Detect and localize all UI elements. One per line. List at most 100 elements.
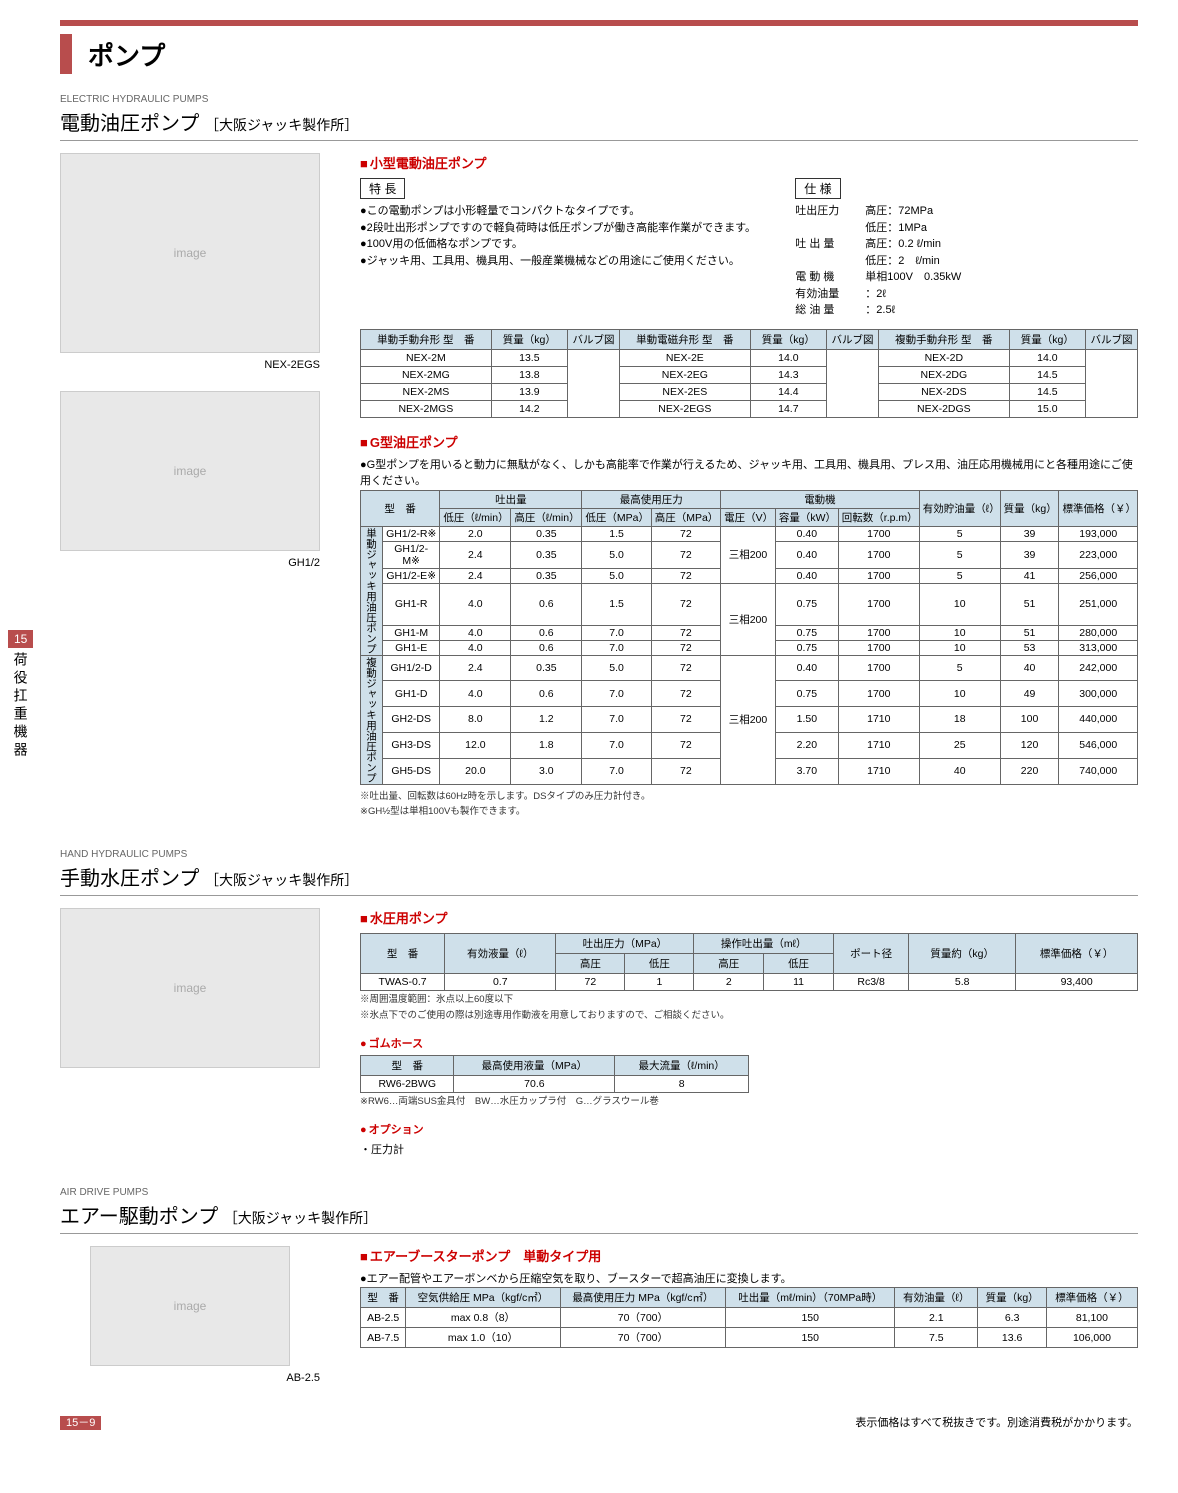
cell: 14.2: [491, 400, 567, 417]
cell: 300,000: [1059, 681, 1138, 707]
cell: 7.0: [582, 681, 651, 707]
cell: 5.0: [582, 568, 651, 583]
th: バルブ図: [567, 329, 619, 349]
cell: 13.5: [491, 349, 567, 366]
valve-diagram: [1086, 349, 1138, 417]
cell: GH1-E: [383, 640, 440, 655]
page-number: 15－9: [60, 1416, 101, 1430]
th: 標準価格（￥）: [1059, 490, 1138, 526]
product-image: image: [60, 908, 320, 1068]
cell: 1700: [838, 640, 919, 655]
cell: NEX-2ES: [619, 383, 750, 400]
cell: 1700: [838, 625, 919, 640]
feature-item: 100V用の低価格なポンプです。: [360, 236, 771, 253]
th: バルブ図: [826, 329, 878, 349]
note: ※吐出量、回転数は60Hz時を示します。DSタイプのみ圧力計付き。: [360, 791, 1138, 804]
cell: 70（700）: [560, 1328, 726, 1348]
cell: 13.6: [978, 1328, 1047, 1348]
g-table: 型 番 吐出量 最高使用圧力 電動機 有効貯油量（ℓ） 質量（kg） 標準価格（…: [360, 490, 1138, 785]
note: ※周囲温度範囲：氷点以上60度以下: [360, 994, 1138, 1007]
valve-diagram: [826, 349, 878, 417]
spec-value: 高圧：0.2 ℓ/min: [865, 236, 1138, 253]
th: 質量（kg）: [750, 329, 826, 349]
spec-grid: 吐出圧力高圧：72MPa低圧：1MPa吐 出 量高圧：0.2 ℓ/min低圧：2…: [795, 203, 1138, 319]
th: 質量（kg）: [1009, 329, 1085, 349]
spec-label: 仕 様: [795, 178, 840, 199]
section-label-en: ELECTRIC HYDRAULIC PUMPS: [60, 94, 1138, 105]
spec-label: 電 動 機: [795, 269, 865, 286]
th: 最大流量（ℓ/min）: [615, 1055, 749, 1075]
cell: AB-7.5: [361, 1328, 406, 1348]
th: ポート径: [833, 934, 908, 974]
cell: 5: [919, 655, 1000, 681]
feature-label: 特 長: [360, 178, 405, 199]
category-cell: 単動ジャッキ用油圧ポンプ: [361, 526, 383, 655]
cell: NEX-2E: [619, 349, 750, 366]
th: 有効油量（ℓ）: [895, 1288, 978, 1308]
section-air: AIR DRIVE PUMPS エアー駆動ポンプ ［大阪ジャッキ製作所］ ima…: [60, 1187, 1138, 1384]
th: 型 番: [361, 490, 440, 526]
cell: 0.6: [511, 625, 582, 640]
spec-value: 高圧：72MPa: [865, 203, 1138, 220]
sub-heading: オプション: [360, 1121, 1138, 1137]
image-caption: NEX-2EGS: [60, 359, 340, 371]
cell: 13.9: [491, 383, 567, 400]
cell: 72: [651, 526, 720, 541]
lead: G型ポンプを用いると動力に無駄がなく、しかも高能率で作業が行えるため、ジャッキ用…: [360, 457, 1138, 490]
cell: 40: [919, 758, 1000, 784]
th: 単動電磁弁形 型 番: [619, 329, 750, 349]
cell: 7.0: [582, 707, 651, 733]
cell: 1.5: [582, 583, 651, 625]
cell: 13.8: [491, 366, 567, 383]
th: 低圧（ℓ/min）: [440, 508, 511, 526]
cell: Rc3/8: [833, 974, 908, 991]
th: 最高使用圧力: [582, 490, 721, 508]
th: 容量（kW）: [775, 508, 838, 526]
cell: 0.40: [775, 655, 838, 681]
cell: 39: [1000, 541, 1059, 568]
cell: NEX-2DS: [878, 383, 1009, 400]
cell: 三相200: [721, 655, 776, 784]
cell: 4.0: [440, 625, 511, 640]
feature-item: 2段吐出形ポンプですので軽負荷時は低圧ポンプが働き高能率作業ができます。: [360, 220, 771, 237]
cell: 1700: [838, 655, 919, 681]
valve-diagram: [567, 349, 619, 417]
cell: 1710: [838, 707, 919, 733]
cell: 11: [764, 974, 834, 991]
cell: 10: [919, 681, 1000, 707]
cell: GH1/2-D: [383, 655, 440, 681]
cell: NEX-2DGS: [878, 400, 1009, 417]
cell: 3.0: [511, 758, 582, 784]
section-title-main: 電動油圧ポンプ: [60, 113, 199, 135]
cell: 313,000: [1059, 640, 1138, 655]
th: 吐出圧力（MPa）: [556, 934, 694, 954]
spec-value: 低圧：2 ℓ/min: [865, 253, 1138, 270]
cell: NEX-2MG: [361, 366, 492, 383]
spec-label: 有効油量: [795, 286, 865, 303]
cell: 1: [625, 974, 694, 991]
cell: 15.0: [1009, 400, 1085, 417]
th: 高圧: [556, 954, 625, 974]
cell: 150: [726, 1328, 895, 1348]
cell: NEX-2MS: [361, 383, 492, 400]
sub-heading: 小型電動油圧ポンプ: [360, 153, 1138, 172]
cell: 1700: [838, 681, 919, 707]
cell: 223,000: [1059, 541, 1138, 568]
cell: GH5-DS: [383, 758, 440, 784]
cell: 40: [1000, 655, 1059, 681]
cell: 1.5: [582, 526, 651, 541]
th: 吐出量（mℓ/min）（70MPa時）: [726, 1288, 895, 1308]
th: 回転数（r.p.m）: [838, 508, 919, 526]
cell: 7.5: [895, 1328, 978, 1348]
th: 質量約（kg）: [909, 934, 1016, 974]
sub-heading: ゴムホース: [360, 1035, 1138, 1051]
cell: 81,100: [1046, 1308, 1137, 1328]
side-tab-num: 15: [8, 630, 33, 648]
cell: 72: [651, 625, 720, 640]
cell: 440,000: [1059, 707, 1138, 733]
cell: 7.0: [582, 640, 651, 655]
spec-label: 総 油 量: [795, 302, 865, 319]
cell: 三相200: [721, 526, 776, 583]
product-image: image: [60, 153, 320, 353]
sub-heading: G型油圧ポンプ: [360, 432, 1138, 451]
